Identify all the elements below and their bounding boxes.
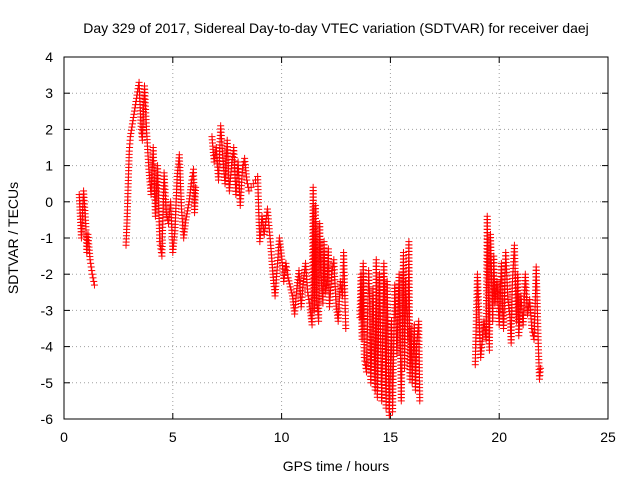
data-point xyxy=(130,110,138,118)
data-point xyxy=(288,289,296,297)
y-tick-label: -6 xyxy=(41,411,54,427)
data-point xyxy=(282,259,290,267)
data-point xyxy=(304,292,312,300)
data-point xyxy=(286,283,294,291)
data-point xyxy=(87,259,95,267)
data-point xyxy=(249,180,257,188)
data-point xyxy=(183,207,191,215)
data-point xyxy=(284,270,292,278)
y-tick-label: -3 xyxy=(41,302,54,318)
data-point xyxy=(286,280,294,288)
data-point xyxy=(130,107,138,115)
y-axis-label: SDTVAR / TECUs xyxy=(5,182,21,294)
x-tick-label: 5 xyxy=(169,429,177,445)
data-point xyxy=(90,281,98,289)
data-point xyxy=(184,204,192,212)
data-point xyxy=(129,117,137,125)
data-point xyxy=(88,267,96,275)
data-point xyxy=(162,209,170,217)
data-point xyxy=(245,187,253,195)
y-tick-label: 1 xyxy=(45,158,53,174)
x-tick-label: 25 xyxy=(600,429,616,445)
x-tick-label: 10 xyxy=(274,429,290,445)
data-point xyxy=(416,397,424,405)
y-tick-label: 3 xyxy=(45,85,53,101)
data-point xyxy=(321,288,329,296)
data-point xyxy=(287,286,295,294)
data-point xyxy=(185,201,193,209)
data-point xyxy=(128,120,136,128)
y-tick-label: 2 xyxy=(45,121,53,137)
data-point xyxy=(89,274,97,282)
data-point xyxy=(537,364,545,372)
x-axis-label: GPS time / hours xyxy=(283,458,390,474)
y-tick-label: -1 xyxy=(41,230,54,246)
data-point xyxy=(283,267,291,275)
data-point xyxy=(342,325,350,332)
data-point xyxy=(247,183,255,191)
y-tick-label: -5 xyxy=(41,375,54,391)
data-point xyxy=(210,158,218,166)
data-point xyxy=(285,277,293,285)
data-point xyxy=(523,310,531,318)
data-point xyxy=(86,256,94,264)
data-point xyxy=(243,176,251,184)
data-point xyxy=(282,263,290,271)
data-point xyxy=(127,126,135,134)
plot-frame xyxy=(63,56,609,420)
data-point xyxy=(128,123,136,131)
data-point xyxy=(88,270,96,278)
y-tick-label: 0 xyxy=(45,194,53,210)
y-tick-label: -4 xyxy=(41,339,54,355)
x-tick-label: 0 xyxy=(60,429,68,445)
y-tick-label: -2 xyxy=(41,266,54,282)
data-point xyxy=(126,133,134,141)
data-point xyxy=(87,263,95,271)
data-point xyxy=(129,113,137,121)
data-point xyxy=(90,277,98,285)
data-point xyxy=(182,216,190,224)
data-point xyxy=(183,210,191,218)
data-point xyxy=(192,183,200,191)
x-tick-label: 20 xyxy=(491,429,507,445)
data-point xyxy=(284,274,292,282)
data-points-layer xyxy=(75,78,545,419)
x-tick-label: 15 xyxy=(383,429,399,445)
y-tick-label: 4 xyxy=(45,49,53,65)
data-point xyxy=(238,165,246,173)
chart-title: Day 329 of 2017, Sidereal Day-to-day VTE… xyxy=(83,20,589,36)
data-point xyxy=(182,213,190,221)
data-point xyxy=(127,129,135,137)
